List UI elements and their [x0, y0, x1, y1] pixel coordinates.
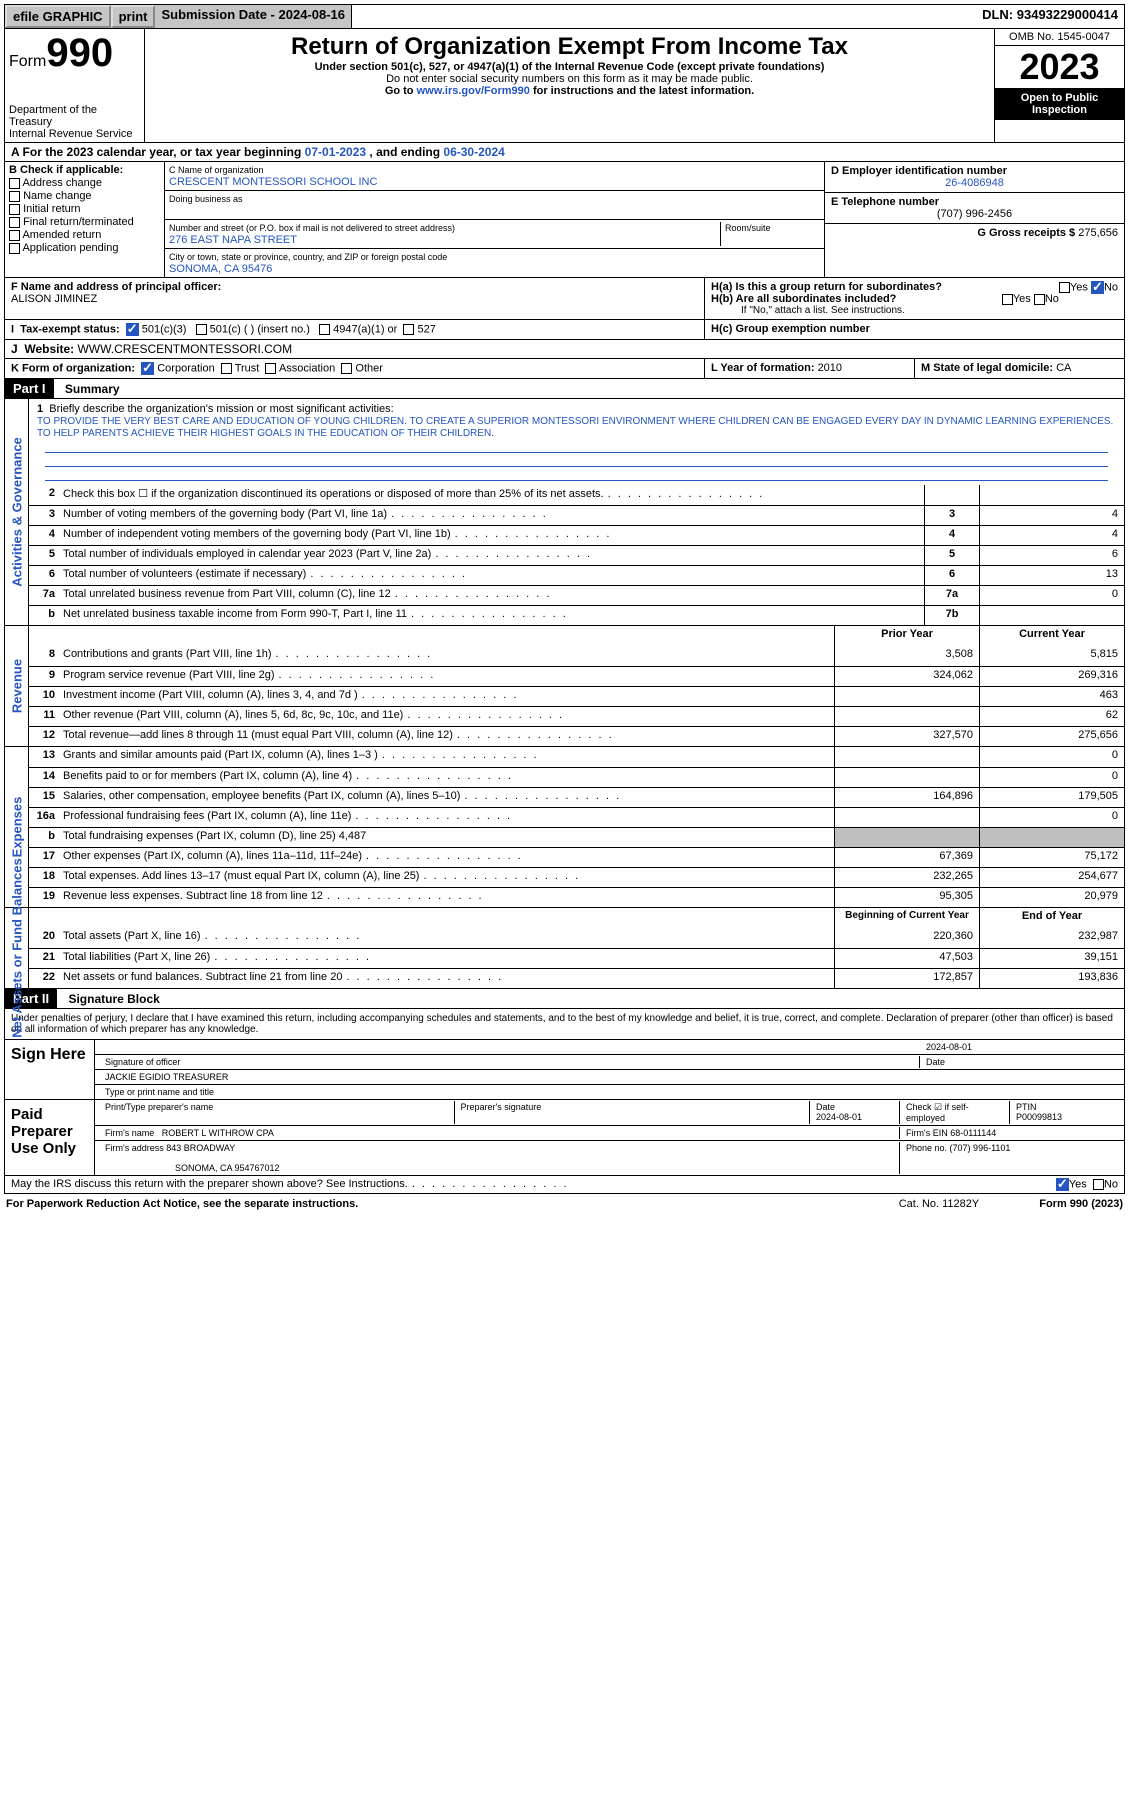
checkbox-name-change[interactable] [9, 191, 20, 202]
mission-block: 1 Briefly describe the organization's mi… [29, 399, 1124, 485]
table-row: bTotal fundraising expenses (Part IX, co… [29, 827, 1124, 847]
submission-date: Submission Date - 2024-08-16 [155, 5, 352, 28]
efile-label: efile GRAPHIC [5, 5, 111, 28]
activities-governance-section: Activities & Governance 1 Briefly descri… [4, 399, 1125, 626]
table-row: 11Other revenue (Part VIII, column (A), … [29, 706, 1124, 726]
checkbox-address-change[interactable] [9, 178, 20, 189]
table-row: 22Net assets or fund balances. Subtract … [29, 968, 1124, 988]
signature-block: Under penalties of perjury, I declare th… [4, 1009, 1125, 1176]
form-year-block: OMB No. 1545-0047 2023 Open to Public In… [994, 29, 1124, 142]
form-id-block: Form990 Department of the Treasury Inter… [5, 29, 145, 142]
print-button[interactable]: print [111, 5, 156, 28]
org-name: CRESCENT MONTESSORI SCHOOL INC [169, 176, 377, 188]
table-row: 9Program service revenue (Part VIII, lin… [29, 666, 1124, 686]
table-row: 13Grants and similar amounts paid (Part … [29, 747, 1124, 767]
tax-status-row: I Tax-exempt status: 501(c)(3) 501(c) ( … [4, 320, 1125, 340]
part2-header: Part II Signature Block [4, 989, 1125, 1009]
table-row: 19Revenue less expenses. Subtract line 1… [29, 887, 1124, 907]
open-inspection: Open to Public Inspection [995, 88, 1124, 120]
checkbox-discuss-yes[interactable] [1056, 1178, 1069, 1191]
part1-header: Part I Summary [4, 379, 1125, 399]
table-row: 14Benefits paid to or for members (Part … [29, 767, 1124, 787]
expenses-section: Expenses 13Grants and similar amounts pa… [4, 747, 1125, 908]
table-row: 6Total number of volunteers (estimate if… [29, 565, 1124, 585]
table-row: 20Total assets (Part X, line 16)220,3602… [29, 928, 1124, 948]
block-c: C Name of organization CRESCENT MONTESSO… [165, 162, 824, 277]
table-row: bNet unrelated business taxable income f… [29, 605, 1124, 625]
table-row: 12Total revenue—add lines 8 through 11 (… [29, 726, 1124, 746]
table-row: 7aTotal unrelated business revenue from … [29, 585, 1124, 605]
table-row: 5Total number of individuals employed in… [29, 545, 1124, 565]
column-headers: Prior Year Current Year [29, 626, 1124, 646]
table-row: 8Contributions and grants (Part VIII, li… [29, 646, 1124, 666]
tax-year: 2023 [995, 46, 1124, 88]
org-info-row: B Check if applicable: Address change Na… [4, 162, 1125, 278]
table-row: 17Other expenses (Part IX, column (A), l… [29, 847, 1124, 867]
checkbox-initial-return[interactable] [9, 204, 20, 215]
table-row: 16aProfessional fundraising fees (Part I… [29, 807, 1124, 827]
top-toolbar: efile GRAPHIC print Submission Date - 20… [4, 4, 1125, 29]
table-row: 4Number of independent voting members of… [29, 525, 1124, 545]
form-title-block: Return of Organization Exempt From Incom… [145, 29, 994, 142]
checkbox-group-no[interactable] [1091, 281, 1104, 294]
officer-group-row: F Name and address of principal officer:… [4, 278, 1125, 320]
table-row: 18Total expenses. Add lines 13–17 (must … [29, 867, 1124, 887]
table-row: 10Investment income (Part VIII, column (… [29, 686, 1124, 706]
table-row: 2Check this box ☐ if the organization di… [29, 485, 1124, 505]
discuss-row: May the IRS discuss this return with the… [4, 1176, 1125, 1194]
column-headers-na: Beginning of Current Year End of Year [29, 908, 1124, 928]
checkbox-final-return[interactable] [9, 217, 20, 228]
net-assets-section: Net Assets or Fund Balances Beginning of… [4, 908, 1125, 989]
tax-period-row: A For the 2023 calendar year, or tax yea… [4, 143, 1125, 162]
checkbox-app-pending[interactable] [9, 243, 20, 254]
revenue-section: Revenue Prior Year Current Year 8Contrib… [4, 626, 1125, 747]
form-org-row: K Form of organization: Corporation Trus… [4, 359, 1125, 379]
table-row: 15Salaries, other compensation, employee… [29, 787, 1124, 807]
website-row: J Website: WWW.CRESCENTMONTESSORI.COM [4, 340, 1125, 359]
page-footer: For Paperwork Reduction Act Notice, see … [4, 1194, 1125, 1214]
omb-number: OMB No. 1545-0047 [995, 29, 1124, 46]
checkbox-corporation[interactable] [141, 362, 154, 375]
form-title: Return of Organization Exempt From Incom… [151, 33, 988, 61]
checkbox-501c3[interactable] [126, 323, 139, 336]
block-d: D Employer identification number26-40869… [824, 162, 1124, 277]
table-row: 21Total liabilities (Part X, line 26)47,… [29, 948, 1124, 968]
block-b: B Check if applicable: Address change Na… [5, 162, 165, 277]
table-row: 3Number of voting members of the governi… [29, 505, 1124, 525]
form-header: Form990 Department of the Treasury Inter… [4, 29, 1125, 143]
irs-link[interactable]: www.irs.gov/Form990 [417, 85, 530, 97]
dln: DLN: 93493229000414 [976, 5, 1124, 28]
checkbox-amended[interactable] [9, 230, 20, 241]
